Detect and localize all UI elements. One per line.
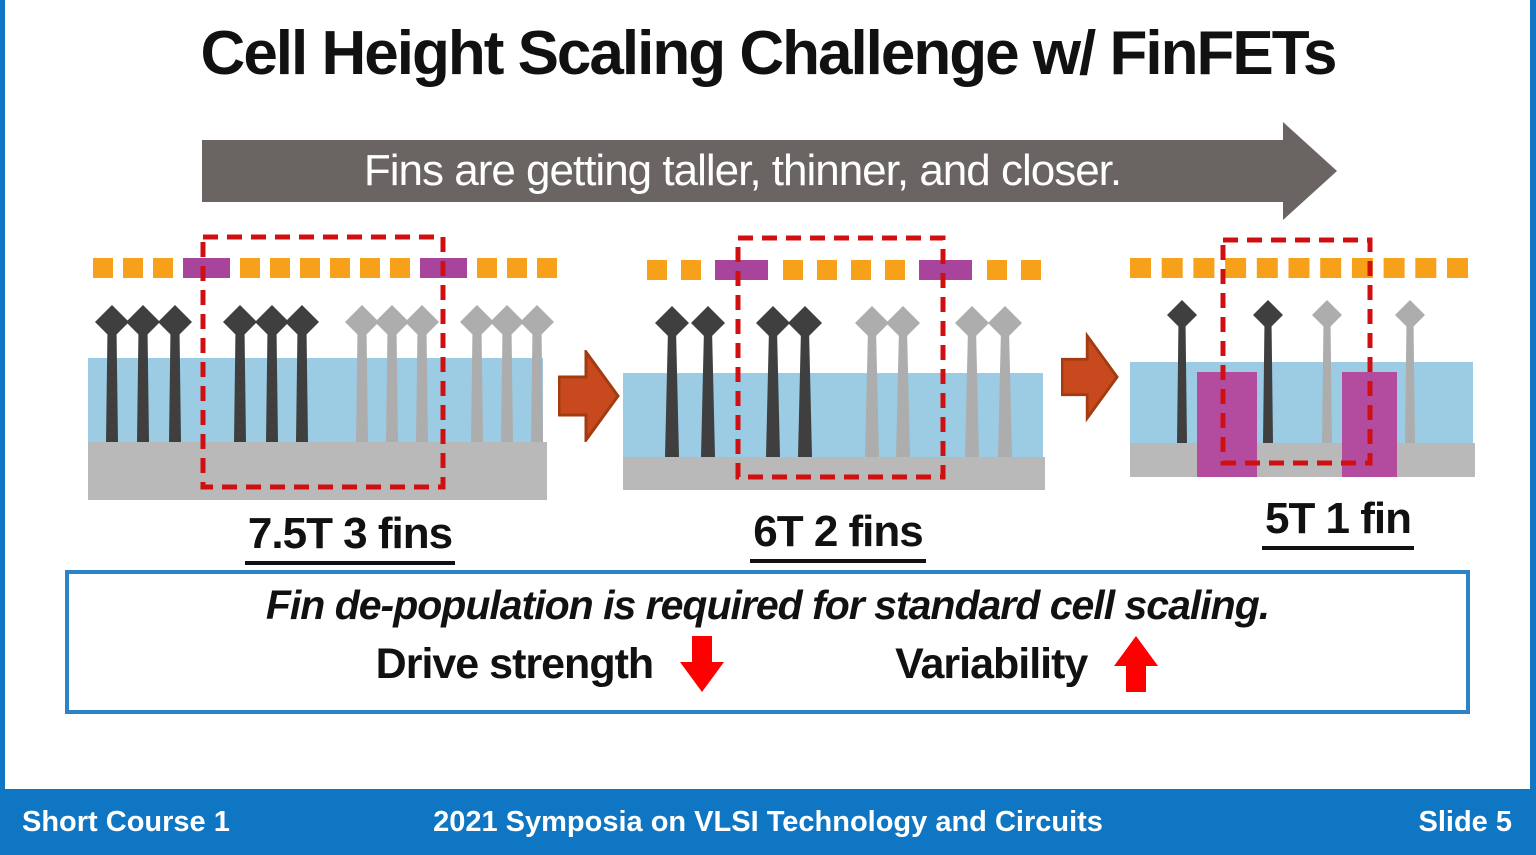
slide-left-border: [0, 0, 5, 855]
footer-slide-number: Slide 5: [1418, 806, 1513, 838]
diagram-label-text: 6T 2 fins: [750, 507, 926, 563]
footer-conference-title: 2021 Symposia on VLSI Technology and Cir…: [433, 806, 1103, 838]
diagram-label-7-5t-3fins: 7.5T 3 fins: [150, 509, 550, 565]
footer-bar: 2021 Symposia on VLSI Technology and Cir…: [0, 789, 1536, 855]
diagram-label-5t-1fin: 5T 1 fin: [1138, 494, 1536, 550]
banner: Fins are getting taller, thinner, and cl…: [202, 140, 1283, 202]
callout-metrics-row: Drive strength Variability: [69, 636, 1466, 692]
callout-box: Fin de-population is required for standa…: [65, 570, 1470, 714]
arrow-up-icon: [1114, 636, 1159, 692]
finfet-diagram-6t-2fins: [620, 230, 1050, 500]
banner-arrowhead-icon: [1283, 122, 1337, 220]
banner-text: Fins are getting taller, thinner, and cl…: [363, 146, 1122, 195]
arrow-down-icon: [680, 636, 725, 692]
transition-arrow-icon: [1061, 331, 1119, 423]
slide-title: Cell Height Scaling Challenge w/ FinFETs: [200, 19, 1338, 88]
callout-headline: Fin de-population is required for standa…: [265, 582, 1270, 628]
diagram-label-text: 5T 1 fin: [1261, 494, 1415, 550]
drive-strength-label: Drive strength: [375, 639, 655, 688]
finfet-diagram-7-5t-3fins: [85, 230, 560, 510]
variability-label: Variability: [895, 639, 1088, 688]
diagram-label-text: 7.5T 3 fins: [244, 509, 456, 565]
transition-arrow-icon: [558, 350, 620, 442]
footer-course-label: Short Course 1: [22, 806, 230, 838]
diagram-label-6t-2fins: 6T 2 fins: [638, 507, 1038, 563]
finfet-diagram-5t-1fin: [1125, 230, 1480, 490]
slide-right-border: [1530, 0, 1536, 855]
